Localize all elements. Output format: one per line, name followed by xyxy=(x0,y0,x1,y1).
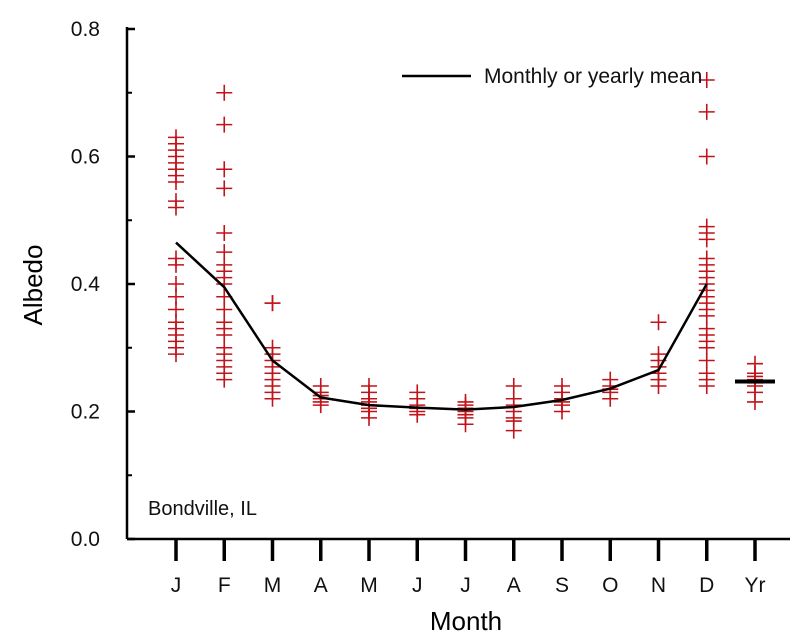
y-tick-label: 0.2 xyxy=(71,401,100,424)
x-tick-label: A xyxy=(314,574,328,597)
legend: Monthly or yearly mean xyxy=(402,65,702,88)
data-point-marker xyxy=(216,84,233,101)
data-point-marker xyxy=(554,378,570,394)
x-tick-label: J xyxy=(460,574,471,597)
x-tick-label: D xyxy=(699,574,714,597)
y-axis-title: Albedo xyxy=(18,245,48,326)
x-tick-label: O xyxy=(602,574,618,597)
data-point-marker xyxy=(216,225,233,241)
data-point-marker xyxy=(168,129,184,146)
data-point-marker xyxy=(216,116,233,133)
ticks-group: 0.0 0.2 0.4 0.6 0.8 J F M A M J J A S O N D Yr xyxy=(71,18,766,597)
data-point-marker xyxy=(698,250,715,267)
y-tick-label: 0.0 xyxy=(71,528,100,551)
x-tick-label: F xyxy=(218,574,231,597)
data-point-marker xyxy=(747,355,763,372)
data-point-marker xyxy=(168,250,184,267)
x-tick-label: J xyxy=(412,574,423,597)
mean-line-group xyxy=(175,241,775,411)
x-tick-label: A xyxy=(507,574,521,597)
data-point-marker xyxy=(312,378,329,394)
y-tick-label: 0.4 xyxy=(71,273,101,296)
data-point-marker xyxy=(650,314,667,331)
data-point-marker xyxy=(216,161,233,178)
legend-label: Monthly or yearly mean xyxy=(484,65,702,88)
data-point-marker xyxy=(361,378,377,394)
data-point-marker xyxy=(168,193,184,210)
x-tick-label: N xyxy=(651,574,666,597)
axes-group xyxy=(125,27,790,541)
data-point-marker xyxy=(698,72,715,88)
monthly-mean-line xyxy=(175,241,708,411)
data-point-marker xyxy=(216,244,233,261)
y-tick-label: 0.8 xyxy=(71,18,100,41)
x-axis-title: Month xyxy=(430,606,502,635)
data-point-marker xyxy=(650,346,667,363)
data-point-marker xyxy=(264,295,281,312)
data-point-marker xyxy=(698,218,715,235)
data-point-marker xyxy=(602,371,619,388)
x-tick-label: M xyxy=(360,574,378,597)
y-tick-label: 0.6 xyxy=(71,146,100,169)
x-tick-label: M xyxy=(264,574,282,597)
x-tick-label: Yr xyxy=(745,574,766,597)
data-point-marker xyxy=(264,339,281,356)
x-tick-label: S xyxy=(555,574,569,597)
data-point-marker xyxy=(505,378,522,394)
location-annotation: Bondville, IL xyxy=(148,498,257,520)
data-points-group xyxy=(168,72,763,439)
data-point-marker xyxy=(168,276,184,292)
data-point-marker xyxy=(216,180,233,197)
data-point-marker xyxy=(698,148,715,165)
data-point-marker xyxy=(409,384,426,401)
data-point-marker xyxy=(457,393,474,410)
x-tick-label: J xyxy=(171,574,182,597)
data-point-marker xyxy=(698,103,715,120)
